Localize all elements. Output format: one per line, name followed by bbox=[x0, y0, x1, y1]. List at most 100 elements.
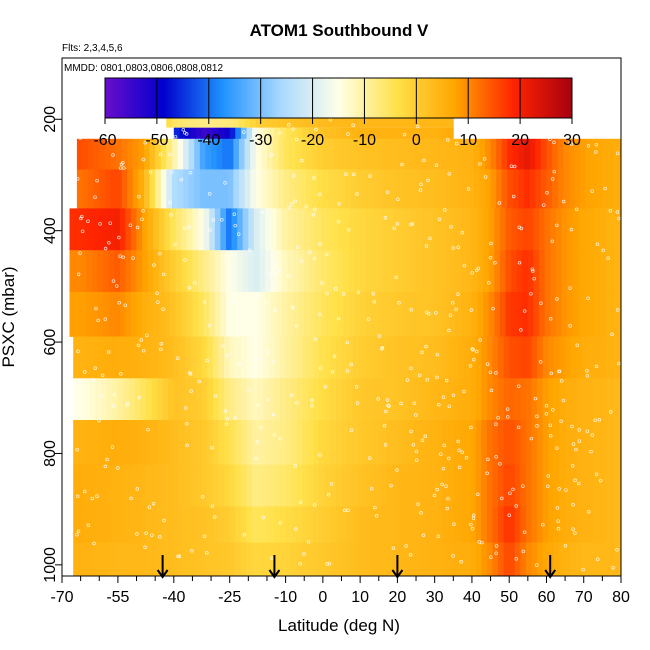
observation-dot bbox=[137, 194, 141, 199]
heatmap-cell bbox=[399, 250, 406, 293]
heatmap-cell bbox=[391, 506, 398, 543]
heatmap-cell bbox=[196, 464, 203, 507]
heatmap-cell bbox=[416, 208, 422, 251]
heatmap-cell bbox=[281, 291, 288, 337]
colorbar-tick-label: -20 bbox=[301, 132, 324, 149]
heatmap-cell bbox=[162, 378, 169, 421]
observation-dot bbox=[439, 452, 443, 456]
heatmap-cell bbox=[401, 169, 408, 209]
heatmap-cell bbox=[430, 127, 437, 140]
heatmap-cell bbox=[224, 506, 231, 543]
observation-dot bbox=[424, 344, 428, 349]
observation-dot bbox=[106, 350, 111, 354]
heatmap-cell bbox=[205, 138, 212, 170]
observation-dot bbox=[255, 440, 259, 444]
observation-dot bbox=[277, 268, 282, 273]
heatmap-cell bbox=[319, 127, 326, 140]
observation-dot bbox=[265, 350, 270, 355]
heatmap-cell bbox=[242, 208, 249, 251]
heatmap-cell bbox=[97, 208, 104, 251]
heatmap-cell bbox=[237, 291, 244, 337]
heatmap-cell bbox=[406, 169, 413, 209]
heatmap-cell bbox=[408, 464, 415, 507]
observation-dot bbox=[408, 552, 413, 557]
observation-dot bbox=[559, 419, 563, 424]
heatmap-cell bbox=[125, 291, 132, 337]
observation-dot bbox=[548, 434, 553, 438]
observation-dot bbox=[169, 213, 173, 217]
heatmap-cell bbox=[194, 169, 201, 209]
heatmap-cell bbox=[211, 138, 218, 170]
observation-dot bbox=[590, 189, 594, 193]
heatmap-cell bbox=[587, 336, 594, 379]
observation-dot bbox=[318, 192, 322, 196]
heatmap-cell bbox=[134, 542, 141, 576]
observation-dot bbox=[286, 123, 291, 127]
heatmap-cell bbox=[326, 250, 333, 293]
heatmap-cell bbox=[453, 464, 460, 507]
heatmap-cell bbox=[76, 169, 83, 209]
heatmap-cell bbox=[391, 542, 398, 576]
heatmap-cell bbox=[343, 250, 350, 293]
heatmap-cell bbox=[285, 506, 292, 543]
heatmap-cell bbox=[429, 138, 436, 170]
heatmap-cell bbox=[140, 542, 147, 576]
observation-dot bbox=[144, 531, 148, 535]
observation-dot bbox=[369, 486, 374, 491]
heatmap-cell bbox=[116, 169, 122, 209]
down-arrow-icon bbox=[544, 555, 557, 579]
observation-dot bbox=[161, 272, 166, 277]
heatmap-cell bbox=[382, 291, 389, 337]
heatmap-cell bbox=[108, 291, 115, 337]
heatmap-cell bbox=[112, 506, 119, 543]
heatmap-cell bbox=[252, 464, 259, 507]
heatmap-cell bbox=[196, 542, 203, 576]
heatmap-cell bbox=[287, 291, 294, 337]
heatmap-cell bbox=[222, 138, 229, 170]
heatmap-cell bbox=[304, 250, 311, 293]
observation-dot bbox=[617, 361, 621, 366]
observation-dot bbox=[117, 301, 121, 305]
observation-dot bbox=[575, 343, 579, 347]
observation-dot bbox=[345, 368, 350, 373]
observation-dot bbox=[593, 418, 597, 422]
heatmap-cell bbox=[317, 138, 324, 170]
observation-dot bbox=[147, 505, 152, 509]
heatmap-cell bbox=[496, 138, 503, 170]
observation-dot bbox=[96, 318, 100, 323]
heatmap-cell bbox=[106, 336, 113, 379]
heatmap-cell bbox=[324, 420, 331, 465]
heatmap-cell bbox=[505, 250, 512, 293]
heatmap-cell bbox=[313, 336, 320, 379]
heatmap-cell bbox=[499, 250, 506, 293]
heatmap-cell bbox=[384, 138, 391, 170]
heatmap-cell bbox=[481, 506, 488, 543]
heatmap-cell bbox=[116, 138, 122, 170]
heatmap-cell bbox=[559, 542, 566, 576]
observation-dot bbox=[418, 188, 423, 192]
heatmap-cell bbox=[544, 291, 551, 337]
heatmap-cell bbox=[458, 336, 465, 379]
observation-dot bbox=[291, 174, 296, 178]
observation-dot bbox=[118, 254, 122, 258]
observation-dot bbox=[616, 134, 620, 138]
heatmap-cell bbox=[145, 542, 152, 576]
heatmap-cell bbox=[408, 420, 415, 465]
heatmap-cell bbox=[598, 420, 605, 465]
heatmap-cell bbox=[145, 336, 152, 379]
observation-dot bbox=[570, 464, 575, 468]
heatmap-cell bbox=[168, 506, 175, 543]
heatmap-cell bbox=[294, 138, 301, 170]
heatmap-cell bbox=[419, 542, 426, 576]
heatmap-cell bbox=[559, 336, 566, 379]
observation-dot bbox=[129, 496, 133, 501]
heatmap-cell bbox=[129, 336, 136, 379]
heatmap-cell bbox=[106, 378, 113, 421]
heatmap-cell bbox=[395, 138, 402, 170]
observation-dot bbox=[159, 141, 163, 145]
observation-dot bbox=[177, 554, 182, 559]
heatmap-cell bbox=[537, 464, 544, 507]
observation-dot bbox=[111, 279, 116, 283]
heatmap-cell bbox=[555, 250, 562, 293]
observation-dot bbox=[493, 261, 497, 265]
